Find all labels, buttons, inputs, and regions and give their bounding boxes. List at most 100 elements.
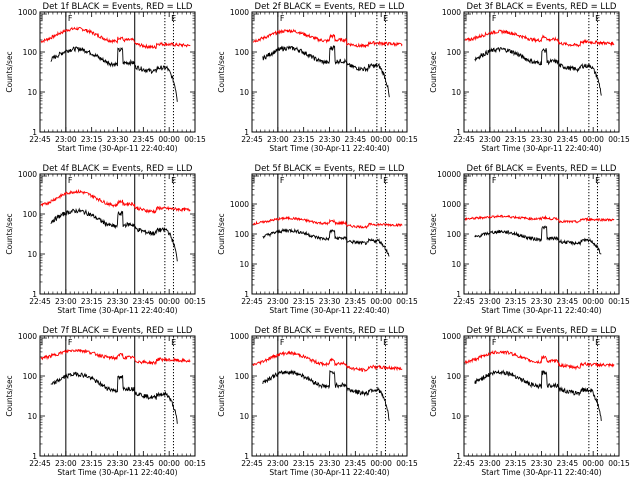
lld-series-line [40,26,191,50]
panel-title: Det 8f BLACK = Events, RED = LLD [255,326,405,336]
plot-frame [39,173,196,295]
events-series-line [262,227,390,257]
x-tick-label: 00:00 [582,459,604,468]
x-tick-label: 23:45 [557,459,579,468]
x-tick-label: 22:45 [453,297,475,306]
marker-label: F [68,338,73,347]
panel-title: Det 6f BLACK = Events, RED = LLD [467,164,617,174]
corner-bracket [253,337,259,345]
chart-panel-1: Det 1f BLACK = Events, RED = LLD 1 10 100 10… [5,2,206,153]
x-tick-label: 22:45 [241,297,263,306]
x-tick-label: 00:00 [370,459,392,468]
y-tick-label: 1 [244,128,249,137]
y-tick-label: 1000 [18,170,37,179]
events-series-line [474,225,602,255]
marker-label: F [492,14,497,23]
y-tick-label: 10 [27,88,37,97]
x-tick-label: 22:45 [29,459,51,468]
x-tick-label: 23:15 [505,459,527,468]
marker-label: F [492,176,497,185]
y-axis-label: Counts/sec [217,213,226,254]
chart-panel-8: Det 8f BLACK = Events, RED = LLD 1 10 100 10… [217,326,418,477]
x-tick-label: 00:15 [608,459,630,468]
y-tick-label: 1 [456,290,461,299]
x-tick-label: 23:00 [267,297,289,306]
lld-series-line [252,350,403,373]
y-tick-label: 100 [235,230,250,239]
x-tick-label: 00:00 [582,135,604,144]
marker-label: E [383,14,388,23]
marker-label: F [68,176,73,185]
lld-series-line [464,350,615,371]
marker-label: E [595,176,600,185]
x-tick-label: 23:45 [345,297,367,306]
x-tick-label: 23:15 [81,135,103,144]
chart-panel-9: Det 9f BLACK = Events, RED = LLD 1 10 100 10… [429,326,630,477]
events-series-line [262,44,390,98]
x-axis-label: Start Time (30-Apr-11 22:40:40) [57,306,177,315]
y-tick-label: 1 [244,452,249,461]
y-tick-label: 10 [451,88,461,97]
x-tick-label: 00:00 [158,135,180,144]
y-axis-label: Counts/sec [217,375,226,416]
x-tick-label: 23:00 [267,459,289,468]
x-tick-label: 23:15 [293,297,315,306]
y-tick-label: 10 [27,250,37,259]
x-tick-label: 23:30 [107,459,129,468]
x-tick-label: 23:15 [81,297,103,306]
y-tick-label: 1000 [442,8,461,17]
y-tick-label: 1000 [442,332,461,341]
y-tick-label: 1000 [18,8,37,17]
x-tick-label: 23:30 [107,135,129,144]
x-tick-label: 23:30 [531,135,553,144]
events-series-line [50,207,178,262]
x-tick-label: 23:45 [133,135,155,144]
x-tick-label: 23:30 [319,459,341,468]
y-tick-label: 100 [447,372,462,381]
panel-title: Det 3f BLACK = Events, RED = LLD [467,2,617,12]
x-tick-label: 23:00 [55,459,77,468]
y-tick-label: 1 [456,452,461,461]
y-tick-label: 10000 [437,170,461,179]
x-tick-label: 23:30 [531,459,553,468]
y-tick-label: 100 [447,48,462,57]
corner-bracket [41,337,47,345]
x-tick-label: 23:00 [479,459,501,468]
y-tick-label: 1000 [442,200,461,209]
events-series-line [474,47,602,96]
x-tick-label: 23:30 [107,297,129,306]
x-tick-label: 23:45 [133,459,155,468]
y-tick-label: 100 [447,230,462,239]
marker-label: E [595,338,600,347]
x-tick-label: 00:00 [158,297,180,306]
y-tick-label: 10 [239,260,249,269]
x-tick-label: 00:15 [184,297,206,306]
x-tick-label: 00:00 [158,459,180,468]
x-tick-label: 23:00 [55,135,77,144]
x-tick-label: 23:45 [133,297,155,306]
corner-bracket [41,175,47,183]
y-tick-label: 10 [27,412,37,421]
x-tick-label: 23:45 [557,297,579,306]
y-tick-label: 10 [239,412,249,421]
y-tick-label: 1 [456,128,461,137]
x-axis-label: Start Time (30-Apr-11 22:40:40) [481,306,601,315]
marker-label: E [383,176,388,185]
lld-series-line [464,214,615,224]
marker-label: F [280,176,285,185]
x-tick-label: 23:30 [531,297,553,306]
x-tick-label: 23:15 [293,459,315,468]
panel-title: Det 5f BLACK = Events, RED = LLD [255,164,405,174]
y-axis-label: Counts/sec [5,375,14,416]
y-tick-label: 1 [244,290,249,299]
x-tick-label: 23:15 [81,459,103,468]
marker-label: F [492,338,497,347]
chart-panel-3: Det 3f BLACK = Events, RED = LLD 1 10 100 10… [429,2,630,153]
x-tick-label: 00:15 [396,459,418,468]
y-tick-label: 1000 [230,200,249,209]
x-tick-label: 22:45 [453,459,475,468]
panel-title: Det 1f BLACK = Events, RED = LLD [43,2,193,12]
x-tick-label: 00:15 [608,297,630,306]
y-axis-label: Counts/sec [429,213,438,254]
